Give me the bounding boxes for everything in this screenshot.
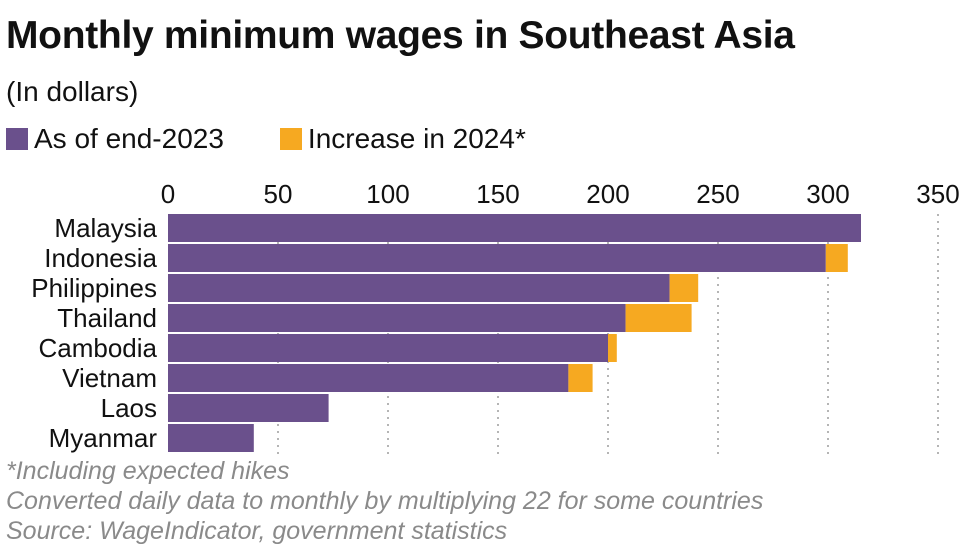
- category-label: Cambodia: [38, 333, 157, 363]
- legend: As of end-2023 Increase in 2024*: [6, 122, 582, 156]
- footnote-source: Source: WageIndicator, government statis…: [6, 517, 508, 545]
- bar-increase-2024: [625, 304, 692, 332]
- bar-increase-2024: [825, 244, 848, 272]
- footnote-expected-hikes: *Including expected hikes: [6, 457, 290, 485]
- footnote-conversion: Converted daily data to monthly by multi…: [6, 487, 764, 515]
- category-label: Thailand: [57, 303, 157, 333]
- x-tick-label: 250: [696, 179, 739, 209]
- category-label: Malaysia: [54, 213, 157, 243]
- category-label: Indonesia: [44, 243, 157, 273]
- bar-increase-2024: [669, 274, 699, 302]
- x-tick-label: 200: [586, 179, 629, 209]
- category-labels: MalaysiaIndonesiaPhilippinesThailandCamb…: [31, 213, 157, 453]
- x-tick-label: 50: [264, 179, 293, 209]
- bars: [168, 214, 861, 452]
- x-tick-label: 300: [806, 179, 849, 209]
- x-tick-label: 150: [476, 179, 519, 209]
- legend-swatch-increase-2024: [279, 128, 302, 150]
- legend-item-increase-2024: Increase in 2024*: [279, 123, 526, 155]
- bar-chart: 0 50 100 150 200 250 300 350 MalaysiaIndonesiaP…: [31, 179, 960, 456]
- bar-end-2023: [168, 364, 569, 392]
- bar-increase-2024: [568, 364, 593, 392]
- chart-subtitle: (In dollars): [6, 76, 139, 107]
- legend-item-end-2023: As of end-2023: [6, 123, 224, 155]
- bar-end-2023: [168, 334, 608, 362]
- legend-label-end-2023: As of end-2023: [34, 123, 224, 154]
- bar-increase-2024: [608, 334, 617, 362]
- bar-end-2023: [168, 214, 861, 242]
- x-tick-labels: 0 50 100 150 200 250 300 350: [161, 179, 960, 209]
- category-label: Vietnam: [62, 363, 157, 393]
- chart-title: Monthly minimum wages in Southeast Asia: [6, 14, 795, 57]
- x-tick-label: 100: [366, 179, 409, 209]
- category-label: Laos: [101, 393, 157, 423]
- bar-end-2023: [168, 424, 254, 452]
- category-label: Philippines: [31, 273, 157, 303]
- x-tick-label: 0: [161, 179, 175, 209]
- legend-swatch-end-2023: [6, 128, 28, 150]
- bar-end-2023: [168, 304, 626, 332]
- footnotes: *Including expected hikes Converted dail…: [6, 456, 763, 546]
- bar-end-2023: [168, 394, 329, 422]
- legend-label-increase-2024: Increase in 2024*: [307, 123, 526, 154]
- category-label: Myanmar: [49, 423, 158, 453]
- x-tick-label: 350: [916, 179, 959, 209]
- bar-end-2023: [168, 244, 826, 272]
- bar-end-2023: [168, 274, 670, 302]
